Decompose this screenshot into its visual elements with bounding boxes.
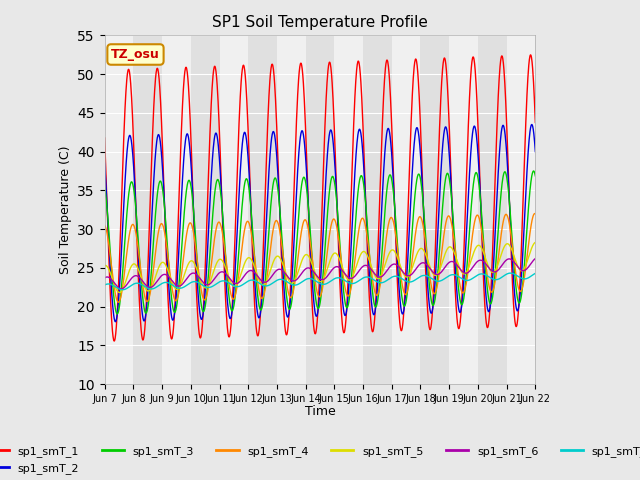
sp1_smT_7 [443, 275, 451, 280]
sp1_smT_2 [186, 151, 194, 156]
sp1_smT_6 [387, 264, 394, 269]
sp1_smT_7 [186, 280, 194, 286]
sp1_smT_7 [507, 270, 515, 276]
Text: TZ_osu: TZ_osu [111, 48, 160, 61]
sp1_smT_3 [197, 298, 205, 304]
sp1_smT_1 [387, 89, 394, 95]
Bar [449, 36, 478, 384]
sp1_smT_5 [197, 278, 205, 284]
sp1_smT_3 [481, 252, 488, 258]
sp1_smT_5 [245, 255, 253, 261]
sp1_smT_7 [118, 287, 126, 293]
sp1_smT_5 [481, 252, 488, 258]
sp1_smT_1 [245, 149, 253, 155]
sp1_smT_1 [527, 52, 534, 58]
sp1_smT_4 [531, 211, 539, 217]
sp1_smT_4 [115, 300, 122, 305]
sp1_smT_3 [245, 185, 253, 191]
Bar [478, 36, 507, 384]
sp1_smT_7 [101, 282, 109, 288]
sp1_smT_1 [443, 68, 451, 74]
sp1_smT_3 [113, 311, 121, 317]
Y-axis label: Soil Temperature (C): Soil Temperature (C) [59, 145, 72, 274]
sp1_smT_6 [443, 263, 451, 268]
sp1_smT_6 [245, 268, 253, 274]
Bar [277, 36, 306, 384]
Bar [507, 36, 535, 384]
sp1_smT_7 [197, 281, 205, 287]
Bar [220, 36, 248, 384]
sp1_smT_5 [443, 248, 451, 253]
Bar [133, 36, 162, 384]
Line: sp1_smT_2: sp1_smT_2 [105, 124, 535, 322]
sp1_smT_7 [481, 272, 488, 277]
Bar [191, 36, 220, 384]
sp1_smT_2 [528, 121, 536, 127]
Bar [334, 36, 363, 384]
Line: sp1_smT_3: sp1_smT_3 [105, 171, 535, 314]
sp1_smT_7 [387, 275, 394, 281]
X-axis label: Time: Time [305, 405, 335, 418]
sp1_smT_6 [186, 272, 194, 277]
sp1_smT_5 [387, 249, 394, 254]
sp1_smT_4 [197, 284, 205, 290]
sp1_smT_2 [111, 319, 119, 324]
Bar [248, 36, 277, 384]
sp1_smT_4 [387, 216, 394, 221]
sp1_smT_6 [531, 256, 539, 262]
Bar [392, 36, 420, 384]
Bar [105, 36, 133, 384]
Bar [306, 36, 334, 384]
Line: sp1_smT_6: sp1_smT_6 [105, 259, 535, 288]
sp1_smT_2 [101, 160, 109, 166]
sp1_smT_4 [443, 217, 451, 223]
sp1_smT_3 [530, 168, 538, 174]
sp1_smT_1 [531, 120, 539, 125]
sp1_smT_4 [531, 211, 539, 216]
sp1_smT_5 [531, 240, 539, 245]
sp1_smT_4 [481, 251, 488, 256]
sp1_smT_3 [387, 172, 394, 178]
sp1_smT_7 [531, 270, 539, 276]
Line: sp1_smT_1: sp1_smT_1 [105, 55, 535, 341]
sp1_smT_5 [101, 263, 109, 268]
Line: sp1_smT_7: sp1_smT_7 [105, 273, 535, 290]
sp1_smT_4 [101, 223, 109, 228]
sp1_smT_3 [101, 185, 109, 191]
Bar [363, 36, 392, 384]
sp1_smT_6 [481, 260, 488, 265]
sp1_smT_1 [110, 338, 118, 344]
sp1_smT_6 [117, 286, 125, 291]
sp1_smT_2 [531, 149, 539, 155]
Title: SP1 Soil Temperature Profile: SP1 Soil Temperature Profile [212, 15, 428, 30]
sp1_smT_4 [245, 220, 253, 226]
sp1_smT_2 [443, 125, 451, 131]
sp1_smT_3 [531, 173, 539, 179]
sp1_smT_6 [101, 275, 109, 281]
sp1_smT_1 [197, 335, 205, 340]
Bar [420, 36, 449, 384]
Line: sp1_smT_4: sp1_smT_4 [105, 214, 535, 302]
sp1_smT_4 [186, 220, 194, 226]
sp1_smT_1 [481, 296, 488, 302]
sp1_smT_2 [387, 134, 394, 140]
sp1_smT_1 [186, 119, 194, 124]
sp1_smT_1 [101, 135, 109, 141]
Bar [162, 36, 191, 384]
sp1_smT_5 [116, 289, 124, 295]
Line: sp1_smT_5: sp1_smT_5 [105, 242, 535, 292]
sp1_smT_3 [443, 172, 451, 178]
Legend: sp1_smT_1, sp1_smT_2, sp1_smT_3, sp1_smT_4, sp1_smT_5, sp1_smT_6, sp1_smT_7: sp1_smT_1, sp1_smT_2, sp1_smT_3, sp1_smT… [0, 442, 640, 478]
sp1_smT_3 [186, 180, 194, 186]
sp1_smT_2 [197, 315, 205, 321]
sp1_smT_7 [245, 278, 253, 284]
sp1_smT_2 [481, 272, 488, 278]
sp1_smT_6 [197, 276, 205, 282]
sp1_smT_5 [186, 258, 194, 264]
sp1_smT_2 [245, 168, 253, 173]
